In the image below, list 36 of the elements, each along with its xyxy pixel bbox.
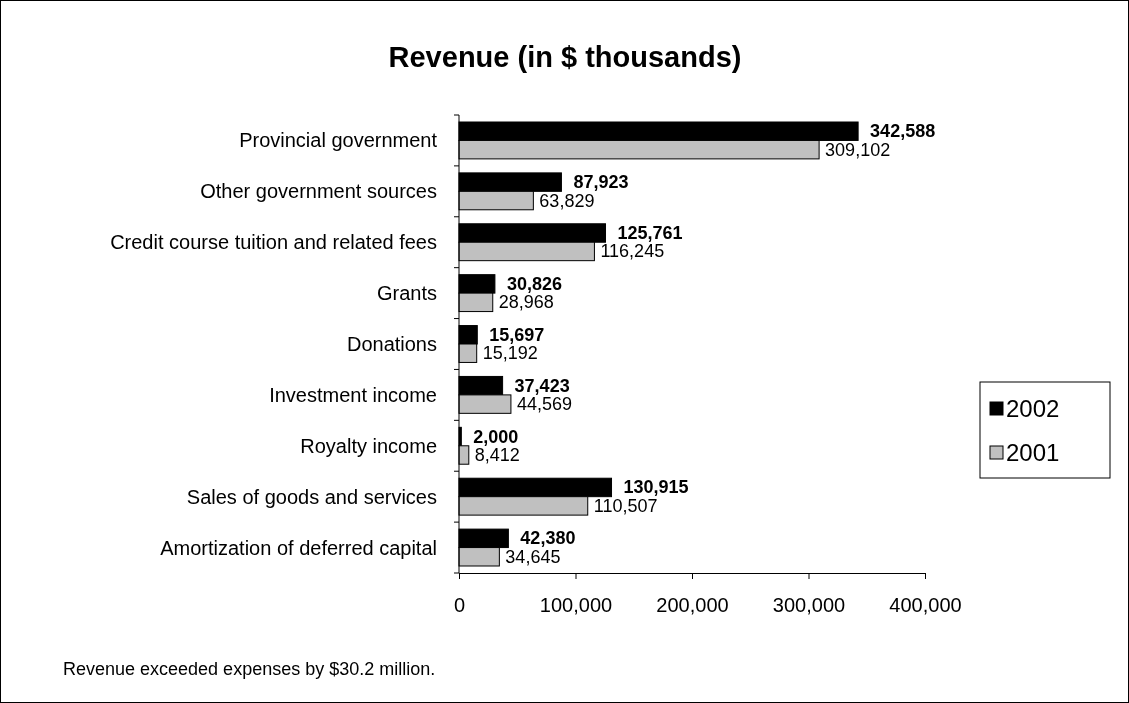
y-tick-label: Grants [376,282,437,305]
legend-label: 2001 [1006,439,1060,466]
y-tick-label: Provincial government [239,129,438,152]
data-label: 110,507 [593,495,658,516]
data-label: 15,697 [489,324,545,345]
x-tick-label: 400,000 [889,594,962,616]
data-label: 63,829 [539,190,595,211]
x-tick-label: 100,000 [539,594,613,616]
y-tick-label: Amortization of deferred capital [160,536,437,559]
y-tick-label: Investment income [269,383,437,406]
data-label: 34,645 [505,546,561,567]
y-tick-label: Royalty income [300,434,437,457]
y-tick-label: Donations [346,333,437,355]
text: Revenue exceeded expenses by $30.2 million. [63,659,436,679]
data-label: 130,915 [623,477,689,498]
data-label: 87,923 [573,172,629,193]
data-label: 15,192 [482,343,538,364]
data-label: 125,761 [617,223,683,243]
data-label: 2,000 [473,426,519,447]
x-tick-label: 200,000 [656,594,729,616]
data-label: 8,412 [474,445,520,465]
y-tick-label: Sales of goods and services [186,485,437,508]
data-label: 44,569 [516,394,572,415]
data-label: 116,245 [600,241,665,262]
data-label: 342,588 [870,121,936,142]
data-label: 42,380 [520,528,576,549]
x-tick-label: 0 [453,594,466,616]
y-tick-label: Other government sources [200,180,437,203]
legend-label: 2002 [1006,395,1060,422]
chart-title: Revenue (in $ thousands) [388,41,742,73]
data-label: 309,102 [825,139,891,160]
data-label: 30,826 [506,273,562,294]
x-tick-label: 300,000 [772,594,846,616]
data-label: 28,968 [498,292,554,313]
y-tick-label: Credit course tuition and related fees [110,231,437,254]
data-label: 37,423 [514,375,570,396]
